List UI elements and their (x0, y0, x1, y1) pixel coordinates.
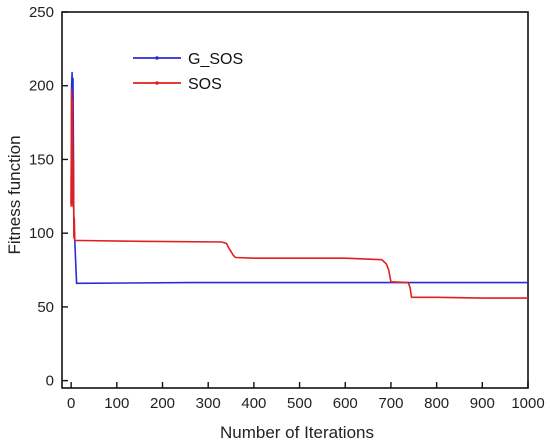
x-axis-title: Number of Iterations (220, 423, 374, 442)
plot-area (61, 11, 529, 389)
x-tick-label: 900 (470, 395, 495, 412)
x-tick-label: 200 (150, 395, 175, 412)
legend-marker (155, 56, 159, 60)
x-tick-label: 0 (67, 395, 75, 412)
x-tick-label: 500 (287, 395, 312, 412)
x-tick-label: 800 (424, 395, 449, 412)
x-tick-label: 100 (104, 395, 129, 412)
y-tick-label: 100 (29, 225, 54, 242)
series-line-sos (70, 89, 528, 299)
y-tick-label: 150 (29, 151, 54, 168)
legend-label: SOS (188, 76, 222, 93)
y-axis-title: Fitness function (5, 135, 24, 254)
y-tick-label: 200 (29, 78, 54, 95)
plot-border (61, 11, 529, 389)
x-tick-label: 400 (241, 395, 266, 412)
y-axis: 0 50 100 150 200 250 (29, 4, 68, 390)
y-tick-label: 250 (29, 4, 54, 21)
x-tick-label: 700 (378, 395, 403, 412)
x-tick-label: 600 (333, 395, 358, 412)
legend-label: G_SOS (188, 51, 243, 68)
x-tick-label: 1000 (511, 395, 544, 412)
y-tick-label: 50 (37, 299, 54, 316)
series-line-g-sos (70, 71, 528, 285)
legend-marker (155, 81, 159, 85)
series-layer (70, 71, 528, 299)
y-tick-label: 0 (46, 373, 54, 390)
legend: G_SOS SOS (133, 51, 243, 93)
x-axis: 0 100 200 300 400 500 600 700 800 900 1000 (67, 382, 545, 412)
x-tick-label: 300 (196, 395, 221, 412)
